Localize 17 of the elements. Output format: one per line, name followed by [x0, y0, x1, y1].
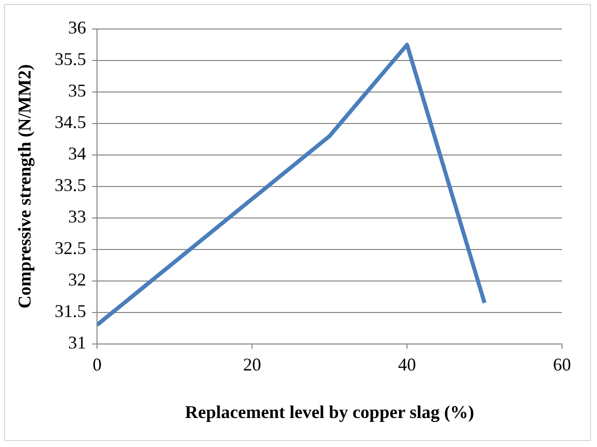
x-tick-label: 20 — [243, 354, 262, 374]
y-tick-label: 31.5 — [54, 301, 86, 322]
y-tick-label: 32.5 — [54, 238, 86, 258]
y-tick-label: 36 — [68, 18, 86, 38]
x-axis-title: Replacement level by copper slag (%) — [184, 402, 474, 422]
y-tick-label: 34.5 — [54, 112, 86, 132]
y-tick-label: 31 — [68, 332, 86, 353]
y-axis-title: Compressive strength (N/MM2) — [14, 64, 34, 309]
y-tick-label: 32 — [68, 270, 86, 290]
y-tick-label: 35 — [68, 80, 86, 101]
y-tick-label: 34 — [68, 144, 86, 164]
x-tick-label: 40 — [398, 354, 416, 374]
x-tick-label: 0 — [92, 354, 102, 374]
y-tick-label: 35.5 — [54, 49, 86, 70]
y-tick-label: 33.5 — [54, 175, 86, 196]
x-tick-label: 60 — [553, 354, 571, 374]
y-tick-label: 33 — [68, 206, 86, 227]
